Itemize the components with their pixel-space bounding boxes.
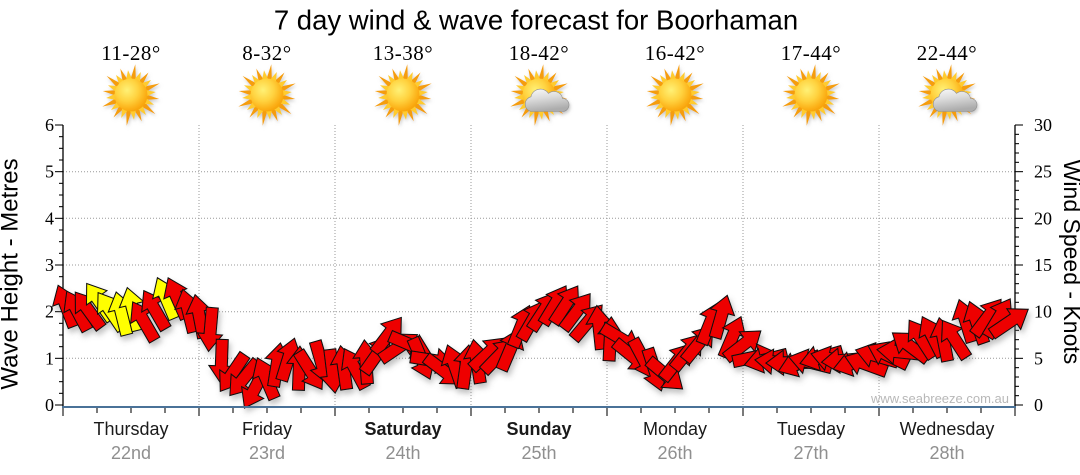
svg-text:Thursday: Thursday <box>93 419 168 439</box>
svg-text:25: 25 <box>1034 162 1052 182</box>
svg-text:27th: 27th <box>793 443 828 463</box>
svg-text:17-44°: 17-44° <box>781 41 841 65</box>
svg-text:28th: 28th <box>929 443 964 463</box>
svg-text:13-38°: 13-38° <box>373 41 433 65</box>
svg-text:0: 0 <box>45 395 54 415</box>
svg-text:0: 0 <box>1034 395 1043 415</box>
svg-text:6: 6 <box>45 115 54 135</box>
svg-text:Wind Speed - Knots: Wind Speed - Knots <box>1059 160 1080 365</box>
svg-text:8-32°: 8-32° <box>242 41 291 65</box>
svg-text:7 day wind & wave forecast for: 7 day wind & wave forecast for Boorhaman <box>274 4 798 35</box>
svg-text:Sunday: Sunday <box>506 419 571 439</box>
svg-text:1: 1 <box>45 348 54 368</box>
svg-text:3: 3 <box>45 255 54 275</box>
svg-text:24th: 24th <box>385 443 420 463</box>
svg-text:18-42°: 18-42° <box>509 41 569 65</box>
svg-text:4: 4 <box>45 208 54 228</box>
svg-text:Tuesday: Tuesday <box>777 419 845 439</box>
svg-text:20: 20 <box>1034 208 1052 228</box>
svg-text:25th: 25th <box>521 443 556 463</box>
svg-text:16-42°: 16-42° <box>645 41 705 65</box>
svg-text:22nd: 22nd <box>111 443 151 463</box>
svg-text:22-44°: 22-44° <box>917 41 977 65</box>
svg-text:Wednesday: Wednesday <box>900 419 995 439</box>
svg-text:15: 15 <box>1034 255 1052 275</box>
svg-text:23rd: 23rd <box>249 443 285 463</box>
svg-text:10: 10 <box>1034 302 1052 322</box>
svg-text:2: 2 <box>45 302 54 322</box>
svg-text:Monday: Monday <box>643 419 707 439</box>
svg-text:Wave Height - Metres: Wave Height - Metres <box>0 158 24 389</box>
svg-text:11-28°: 11-28° <box>101 41 161 65</box>
svg-text:26th: 26th <box>657 443 692 463</box>
svg-text:www.seabreeze.com.au: www.seabreeze.com.au <box>870 391 1009 406</box>
svg-text:Saturday: Saturday <box>364 419 441 439</box>
svg-text:5: 5 <box>1034 348 1043 368</box>
svg-text:30: 30 <box>1034 115 1052 135</box>
svg-text:5: 5 <box>45 162 54 182</box>
svg-text:Friday: Friday <box>242 419 292 439</box>
